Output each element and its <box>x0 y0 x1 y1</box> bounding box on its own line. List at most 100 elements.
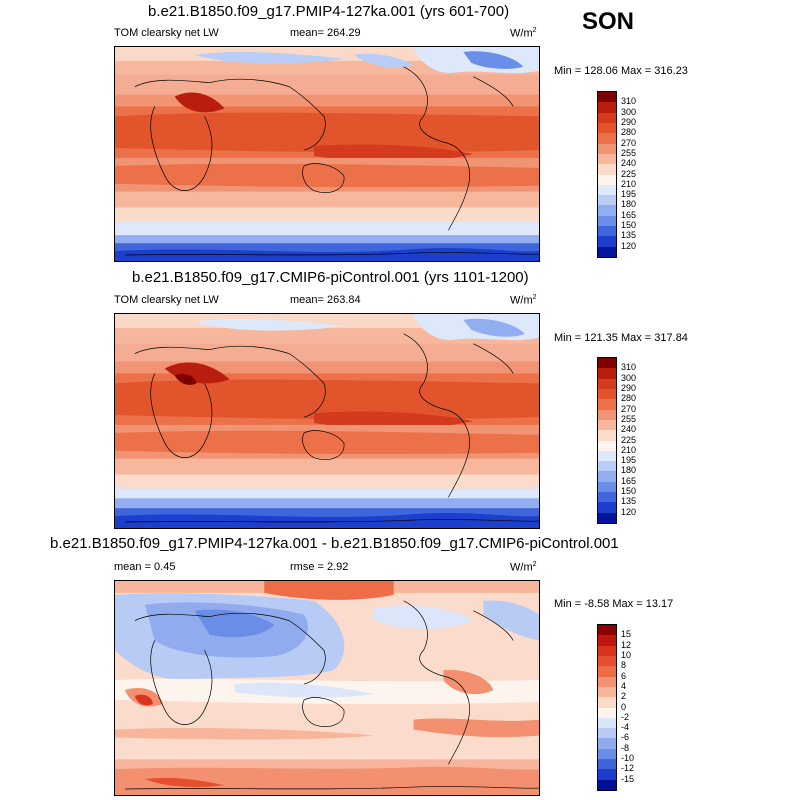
colorbar-label: 165 <box>621 209 637 220</box>
colorbar-segment <box>598 368 616 379</box>
colorbar-segment <box>598 717 616 729</box>
colorbar-label: 180 <box>621 465 637 476</box>
colorbar-label: 255 <box>621 147 637 158</box>
colorbar-segment <box>598 707 616 718</box>
colorbar-label: 255 <box>621 413 637 424</box>
colorbar-label: 0 <box>621 701 627 712</box>
colorbar-label: 300 <box>621 106 637 117</box>
panel-3-rmse-label: rmse = 2.92 <box>290 561 349 573</box>
colorbar-segment <box>598 195 616 206</box>
colorbar-segment <box>598 748 616 760</box>
colorbar-segment <box>598 461 616 472</box>
panel-2-mean-label: mean= 263.84 <box>290 294 361 306</box>
colorbar-segment <box>598 492 616 503</box>
panel-1-colorbar <box>597 91 617 258</box>
colorbar-segment <box>598 133 616 144</box>
panel-2-title: b.e21.B1850.f09_g17.CMIP6-piControl.001 … <box>132 269 529 286</box>
colorbar-label: 290 <box>621 116 637 127</box>
colorbar-label: 240 <box>621 158 637 169</box>
colorbar-segment <box>598 153 616 165</box>
colorbar-segment <box>598 769 616 780</box>
panel-3-colorbar <box>597 624 617 791</box>
colorbar-segment <box>598 759 616 770</box>
colorbar-segment <box>598 184 616 196</box>
panel-1-minmax: Min = 128.06 Max = 316.23 <box>554 65 688 77</box>
colorbar-segment <box>598 92 616 103</box>
colorbar-segment <box>598 164 616 175</box>
colorbar-label: 135 <box>621 230 637 241</box>
colorbar-segment <box>598 738 616 749</box>
colorbar-segment <box>598 246 616 257</box>
colorbar-segment <box>598 728 616 739</box>
panel-1-map <box>114 46 540 262</box>
colorbar-label: -15 <box>621 773 635 784</box>
colorbar-label: 165 <box>621 475 637 486</box>
colorbar-segment <box>598 697 616 708</box>
colorbar-label: 195 <box>621 455 637 466</box>
colorbar-segment <box>598 635 616 646</box>
panel-2-variable-label: TOM clearsky net LW <box>114 294 219 306</box>
colorbar-label: 180 <box>621 199 637 210</box>
colorbar-segment <box>598 215 616 227</box>
colorbar-label: 6 <box>621 670 627 681</box>
colorbar-segment <box>598 502 616 513</box>
colorbar-segment <box>598 226 616 237</box>
panel-1-map-field <box>115 47 539 261</box>
panel-3-map <box>114 580 540 796</box>
colorbar-segment <box>598 399 616 410</box>
colorbar-label: 270 <box>621 137 637 148</box>
panel-1-variable-label: TOM clearsky net LW <box>114 27 219 39</box>
colorbar-label: 15 <box>621 629 632 640</box>
panel-3-units: W/m2 <box>510 561 537 574</box>
colorbar-label: 280 <box>621 393 637 404</box>
panel-2-map <box>114 313 540 529</box>
colorbar-label: 310 <box>621 96 637 107</box>
colorbar-label: -12 <box>621 763 635 774</box>
colorbar-segment <box>598 481 616 493</box>
colorbar-segment <box>598 686 616 698</box>
colorbar-label: 270 <box>621 403 637 414</box>
panel-2-units: W/m2 <box>510 294 537 307</box>
colorbar-label: 225 <box>621 434 637 445</box>
panel-2-minmax: Min = 121.35 Max = 317.84 <box>554 332 688 344</box>
colorbar-label: 210 <box>621 178 637 189</box>
colorbar-label: 195 <box>621 189 637 200</box>
colorbar-segment <box>598 122 616 134</box>
colorbar-label: 150 <box>621 220 637 231</box>
colorbar-label: -4 <box>621 722 630 733</box>
colorbar-segment <box>598 112 616 123</box>
panel-1-title: b.e21.B1850.f09_g17.PMIP4-127ka.001 (yrs… <box>148 3 510 20</box>
colorbar-label: 280 <box>621 127 637 138</box>
colorbar-label: 4 <box>621 680 627 691</box>
colorbar-label: 2 <box>621 691 627 702</box>
colorbar-segment <box>598 143 616 154</box>
colorbar-segment <box>598 419 616 431</box>
colorbar-label: 8 <box>621 660 627 671</box>
colorbar-segment <box>598 779 616 790</box>
colorbar-label: -10 <box>621 753 635 764</box>
colorbar-segment <box>598 512 616 523</box>
colorbar-label: 12 <box>621 639 632 650</box>
colorbar-segment <box>598 676 616 687</box>
panel-1-units: W/m2 <box>510 27 537 40</box>
colorbar-segment <box>598 174 616 185</box>
panel-3-map-field <box>115 581 539 795</box>
colorbar-label: 120 <box>621 240 637 251</box>
colorbar-segment <box>598 471 616 482</box>
colorbar-segment <box>598 655 616 667</box>
colorbar-label: 240 <box>621 424 637 435</box>
colorbar-label: -8 <box>621 742 630 753</box>
colorbar-label: 290 <box>621 382 637 393</box>
panel-1-mean-label: mean= 264.29 <box>290 27 361 39</box>
colorbar-segment <box>598 236 616 247</box>
colorbar-segment <box>598 378 616 389</box>
colorbar-segment <box>598 645 616 656</box>
colorbar-label: 300 <box>621 372 637 383</box>
panel-3-minmax: Min = -8.58 Max = 13.17 <box>554 598 674 610</box>
colorbar-label: 225 <box>621 168 637 179</box>
colorbar-label: -2 <box>621 711 630 722</box>
colorbar-segment <box>598 666 616 677</box>
colorbar-segment <box>598 388 616 400</box>
colorbar-segment <box>598 440 616 451</box>
colorbar-label: -6 <box>621 732 630 743</box>
